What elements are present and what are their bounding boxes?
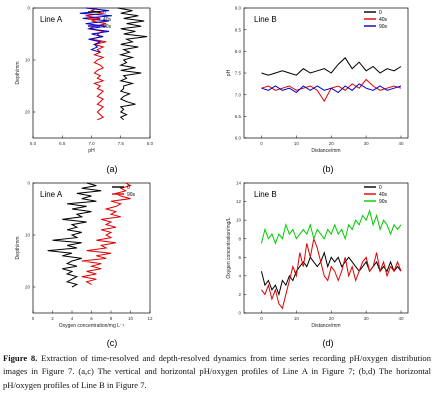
y-tick-label: 8 bbox=[238, 236, 241, 241]
legend-entry-40s: 40s bbox=[379, 192, 388, 198]
legend-entry-90s: 90s bbox=[379, 24, 388, 30]
legend-entry-0: 0 bbox=[379, 185, 382, 191]
x-axis-label: Distance/mm bbox=[311, 323, 340, 329]
series-line-90s bbox=[79, 7, 113, 53]
x-tick-label: 6.0 bbox=[30, 141, 37, 146]
panel-label: (d) bbox=[323, 338, 334, 348]
y-axis-label: pH bbox=[226, 69, 232, 76]
y-tick-label: 12 bbox=[236, 199, 242, 204]
x-axis-label: Distance/mm bbox=[311, 148, 340, 154]
legend-entry-0: 0 bbox=[127, 185, 130, 191]
y-tick-label: 10 bbox=[25, 58, 31, 63]
y-tick-label: 6.5 bbox=[235, 114, 242, 119]
y-axis-label: Depth/mm bbox=[15, 236, 21, 259]
x-tick-label: 10 bbox=[294, 316, 300, 321]
legend-entry-90s: 90s bbox=[379, 199, 388, 205]
y-tick-label: 14 bbox=[236, 181, 242, 186]
x-tick-label: 10 bbox=[294, 141, 300, 146]
series-line-90s bbox=[261, 83, 402, 94]
figure-caption: Figure 8. Extraction of time-resolved an… bbox=[3, 352, 431, 392]
panel-label: (c) bbox=[107, 338, 118, 348]
legend-entry-0: 0 bbox=[379, 10, 382, 16]
series-line-40s bbox=[261, 236, 402, 310]
panel-b: 0 10 20 30 40 6.0 6.5 7.0 7.5 8.0 8.5 9.0 Distance/m… bbox=[226, 6, 409, 174]
x-axis-label: pH bbox=[88, 148, 95, 154]
x-tick-label: 30 bbox=[364, 141, 370, 146]
x-tick-label: 40 bbox=[399, 141, 405, 146]
series-line-0 bbox=[47, 182, 102, 288]
y-tick-label: 4 bbox=[238, 273, 241, 278]
y-tick-label: 8.0 bbox=[235, 49, 242, 54]
y-tick-label: 10 bbox=[236, 218, 242, 223]
panel-d: 0 10 20 30 40 0 2 4 6 8 10 12 14 Distance/mm Oxygen co… bbox=[226, 181, 409, 348]
y-tick-label: 20 bbox=[25, 285, 31, 290]
panel-c: 0 2 4 6 8 10 12 0 10 20 Oxygen concentration/mg L⁻… bbox=[15, 181, 153, 348]
x-tick-label: 4 bbox=[71, 316, 74, 321]
y-tick-label: 6 bbox=[238, 255, 241, 260]
plot-label: Line B bbox=[254, 15, 277, 24]
series-line-90s bbox=[81, 182, 132, 285]
panel-label: (b) bbox=[323, 164, 334, 174]
plot-label: Line B bbox=[254, 190, 277, 199]
y-axis-label: Oxygen concentration/mg/L bbox=[226, 217, 232, 278]
legend-entry-40s: 40s bbox=[103, 17, 112, 23]
x-axis-label: Oxygen concentration/mg L⁻¹ bbox=[59, 323, 125, 329]
plot-frame bbox=[243, 182, 409, 314]
x-tick-label: 8.0 bbox=[147, 141, 154, 146]
x-tick-label: 10 bbox=[128, 316, 134, 321]
x-tick-label: 2 bbox=[51, 316, 54, 321]
y-axis-label: Depth/mm bbox=[15, 61, 21, 84]
y-tick-label: 9.0 bbox=[235, 6, 242, 11]
x-tick-label: 20 bbox=[329, 141, 335, 146]
x-tick-label: 0 bbox=[260, 316, 263, 321]
y-tick-label: 7.5 bbox=[235, 71, 242, 76]
y-tick-label: 0 bbox=[27, 6, 30, 11]
x-tick-label: 0 bbox=[260, 141, 263, 146]
y-tick-label: 2 bbox=[238, 292, 241, 297]
x-tick-label: 7.5 bbox=[118, 141, 125, 146]
panel-label: (a) bbox=[107, 164, 118, 174]
y-tick-label: 8.5 bbox=[235, 27, 242, 32]
y-tick-label: 20 bbox=[25, 110, 31, 115]
legend-entry-90s: 90s bbox=[103, 24, 112, 30]
x-tick-label: 6.5 bbox=[59, 141, 66, 146]
y-tick-label: 0 bbox=[238, 311, 241, 316]
series-line-0 bbox=[261, 57, 402, 76]
series-line-0 bbox=[260, 250, 402, 297]
legend-entry-40s: 40s bbox=[379, 17, 388, 23]
series-line-0 bbox=[117, 7, 148, 121]
x-tick-label: 8 bbox=[110, 316, 113, 321]
y-tick-label: 7.0 bbox=[235, 92, 242, 97]
plot-label: Line A bbox=[40, 190, 63, 199]
x-tick-label: 6 bbox=[90, 316, 93, 321]
plot-frame bbox=[32, 182, 151, 314]
legend-entry-0: 0 bbox=[103, 10, 106, 16]
legend-entry-90s: 90s bbox=[127, 192, 136, 198]
caption-prefix: Figure 8. bbox=[3, 353, 38, 363]
x-tick-label: 0 bbox=[32, 316, 35, 321]
caption-text: Extraction of time-resolved and depth-re… bbox=[3, 353, 431, 390]
x-tick-label: 20 bbox=[329, 316, 335, 321]
x-tick-label: 40 bbox=[399, 316, 405, 321]
x-tick-label: 30 bbox=[364, 316, 370, 321]
y-tick-label: 0 bbox=[27, 181, 30, 186]
y-tick-label: 10 bbox=[25, 233, 31, 238]
plot-label: Line A bbox=[40, 15, 63, 24]
x-tick-label: 7.0 bbox=[88, 141, 95, 146]
x-tick-label: 12 bbox=[147, 316, 153, 321]
y-tick-label: 6.0 bbox=[235, 136, 242, 141]
series-line-90s bbox=[260, 209, 402, 245]
